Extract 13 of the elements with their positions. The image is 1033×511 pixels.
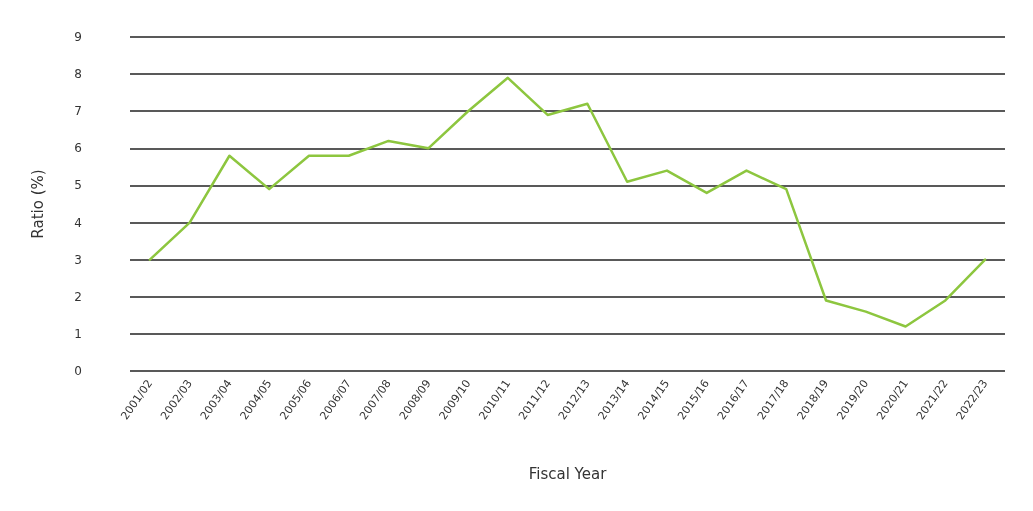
y-tick-label: 6 — [74, 141, 82, 156]
y-axis-title: Ratio (%) — [28, 169, 47, 239]
y-tick-label: 0 — [74, 364, 82, 378]
y-tick-label: 5 — [74, 178, 82, 193]
y-tick-label: 3 — [74, 252, 82, 267]
y-tick-label: 2 — [74, 289, 82, 304]
y-tick-label: 7 — [74, 104, 82, 119]
y-tick-label: 4 — [74, 215, 82, 230]
y-tick-label: 9 — [74, 30, 82, 44]
y-tick-label: 1 — [74, 326, 82, 341]
x-axis-title: Fiscal Year — [528, 464, 608, 483]
y-tick-label: 8 — [74, 67, 82, 82]
line-series — [148, 76, 987, 328]
